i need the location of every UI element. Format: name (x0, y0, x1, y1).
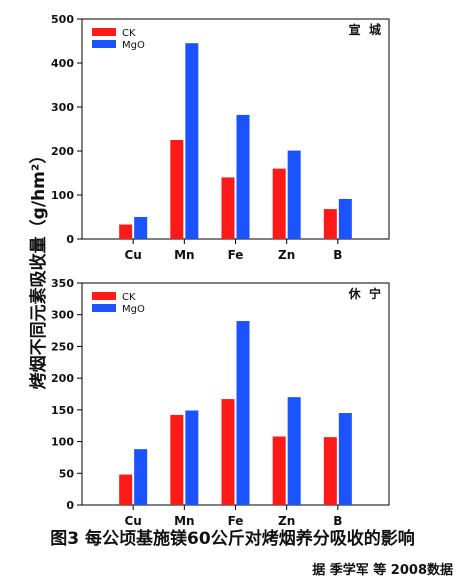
bar-ck-cu (119, 474, 133, 505)
legend-swatch-ck (92, 292, 116, 300)
bar-ck-zn (272, 168, 286, 239)
bar-ck-zn (272, 436, 286, 505)
legend-label-ck: CK (122, 28, 136, 39)
legend-label-ck: CK (122, 292, 136, 303)
bar-ck-mn (170, 140, 184, 239)
bar-ck-cu (119, 224, 133, 239)
figure-caption: 图3 每公顷基施镁60公斤对烤烟养分吸收的影响 (50, 529, 415, 549)
legend-label-mgo: MgO (122, 304, 145, 315)
bar-mgo-zn (287, 150, 301, 239)
bar-mgo-b (338, 413, 352, 505)
legend-swatch-ck (92, 28, 116, 36)
x-tick-label: B (333, 248, 342, 262)
y-tick-label: 100 (51, 189, 74, 202)
y-tick-label: 400 (51, 57, 74, 70)
x-tick-label: Fe (228, 248, 244, 262)
bar-ck-fe (221, 177, 235, 239)
y-tick-label: 0 (66, 499, 74, 512)
legend-swatch-mgo (92, 40, 116, 48)
bar-ck-b (323, 437, 337, 505)
y-tick-label: 500 (51, 13, 74, 26)
x-tick-label: Cu (124, 514, 141, 528)
bar-ck-fe (221, 399, 235, 505)
bar-mgo-fe (236, 114, 250, 239)
bar-mgo-zn (287, 397, 301, 505)
legend-swatch-mgo (92, 304, 116, 312)
y-tick-label: 350 (51, 277, 74, 290)
bar-mgo-mn (185, 43, 199, 240)
x-tick-label: Mn (174, 514, 194, 528)
bar-mgo-mn (185, 410, 199, 505)
y-tick-label: 0 (66, 233, 74, 246)
bar-ck-mn (170, 414, 184, 505)
x-tick-label: Mn (174, 248, 194, 262)
x-tick-label: Zn (278, 514, 295, 528)
y-tick-label: 50 (59, 467, 75, 480)
bar-mgo-fe (236, 321, 250, 505)
legend-label-mgo: MgO (122, 40, 145, 51)
bar-mgo-b (338, 198, 352, 239)
y-tick-label: 150 (51, 404, 74, 417)
x-tick-label: Zn (278, 248, 295, 262)
bar-mgo-cu (134, 449, 148, 505)
x-tick-label: Fe (228, 514, 244, 528)
x-tick-label: Cu (124, 248, 141, 262)
x-tick-label: B (333, 514, 342, 528)
panel-label: 宣 城 (349, 22, 381, 37)
bar-mgo-cu (134, 217, 148, 239)
y-tick-label: 200 (51, 145, 74, 158)
panel-label: 休 宁 (348, 286, 381, 301)
y-tick-label: 200 (51, 372, 74, 385)
y-tick-label: 100 (51, 436, 74, 449)
y-tick-label: 250 (51, 340, 74, 353)
y-tick-label: 300 (51, 101, 74, 114)
data-source: 据 季学军 等 2008数据 (312, 563, 453, 578)
y-axis-label: 烤烟不同元素吸收量（g/hm²） (28, 147, 49, 390)
bar-ck-b (323, 209, 337, 239)
y-tick-label: 300 (51, 309, 74, 322)
